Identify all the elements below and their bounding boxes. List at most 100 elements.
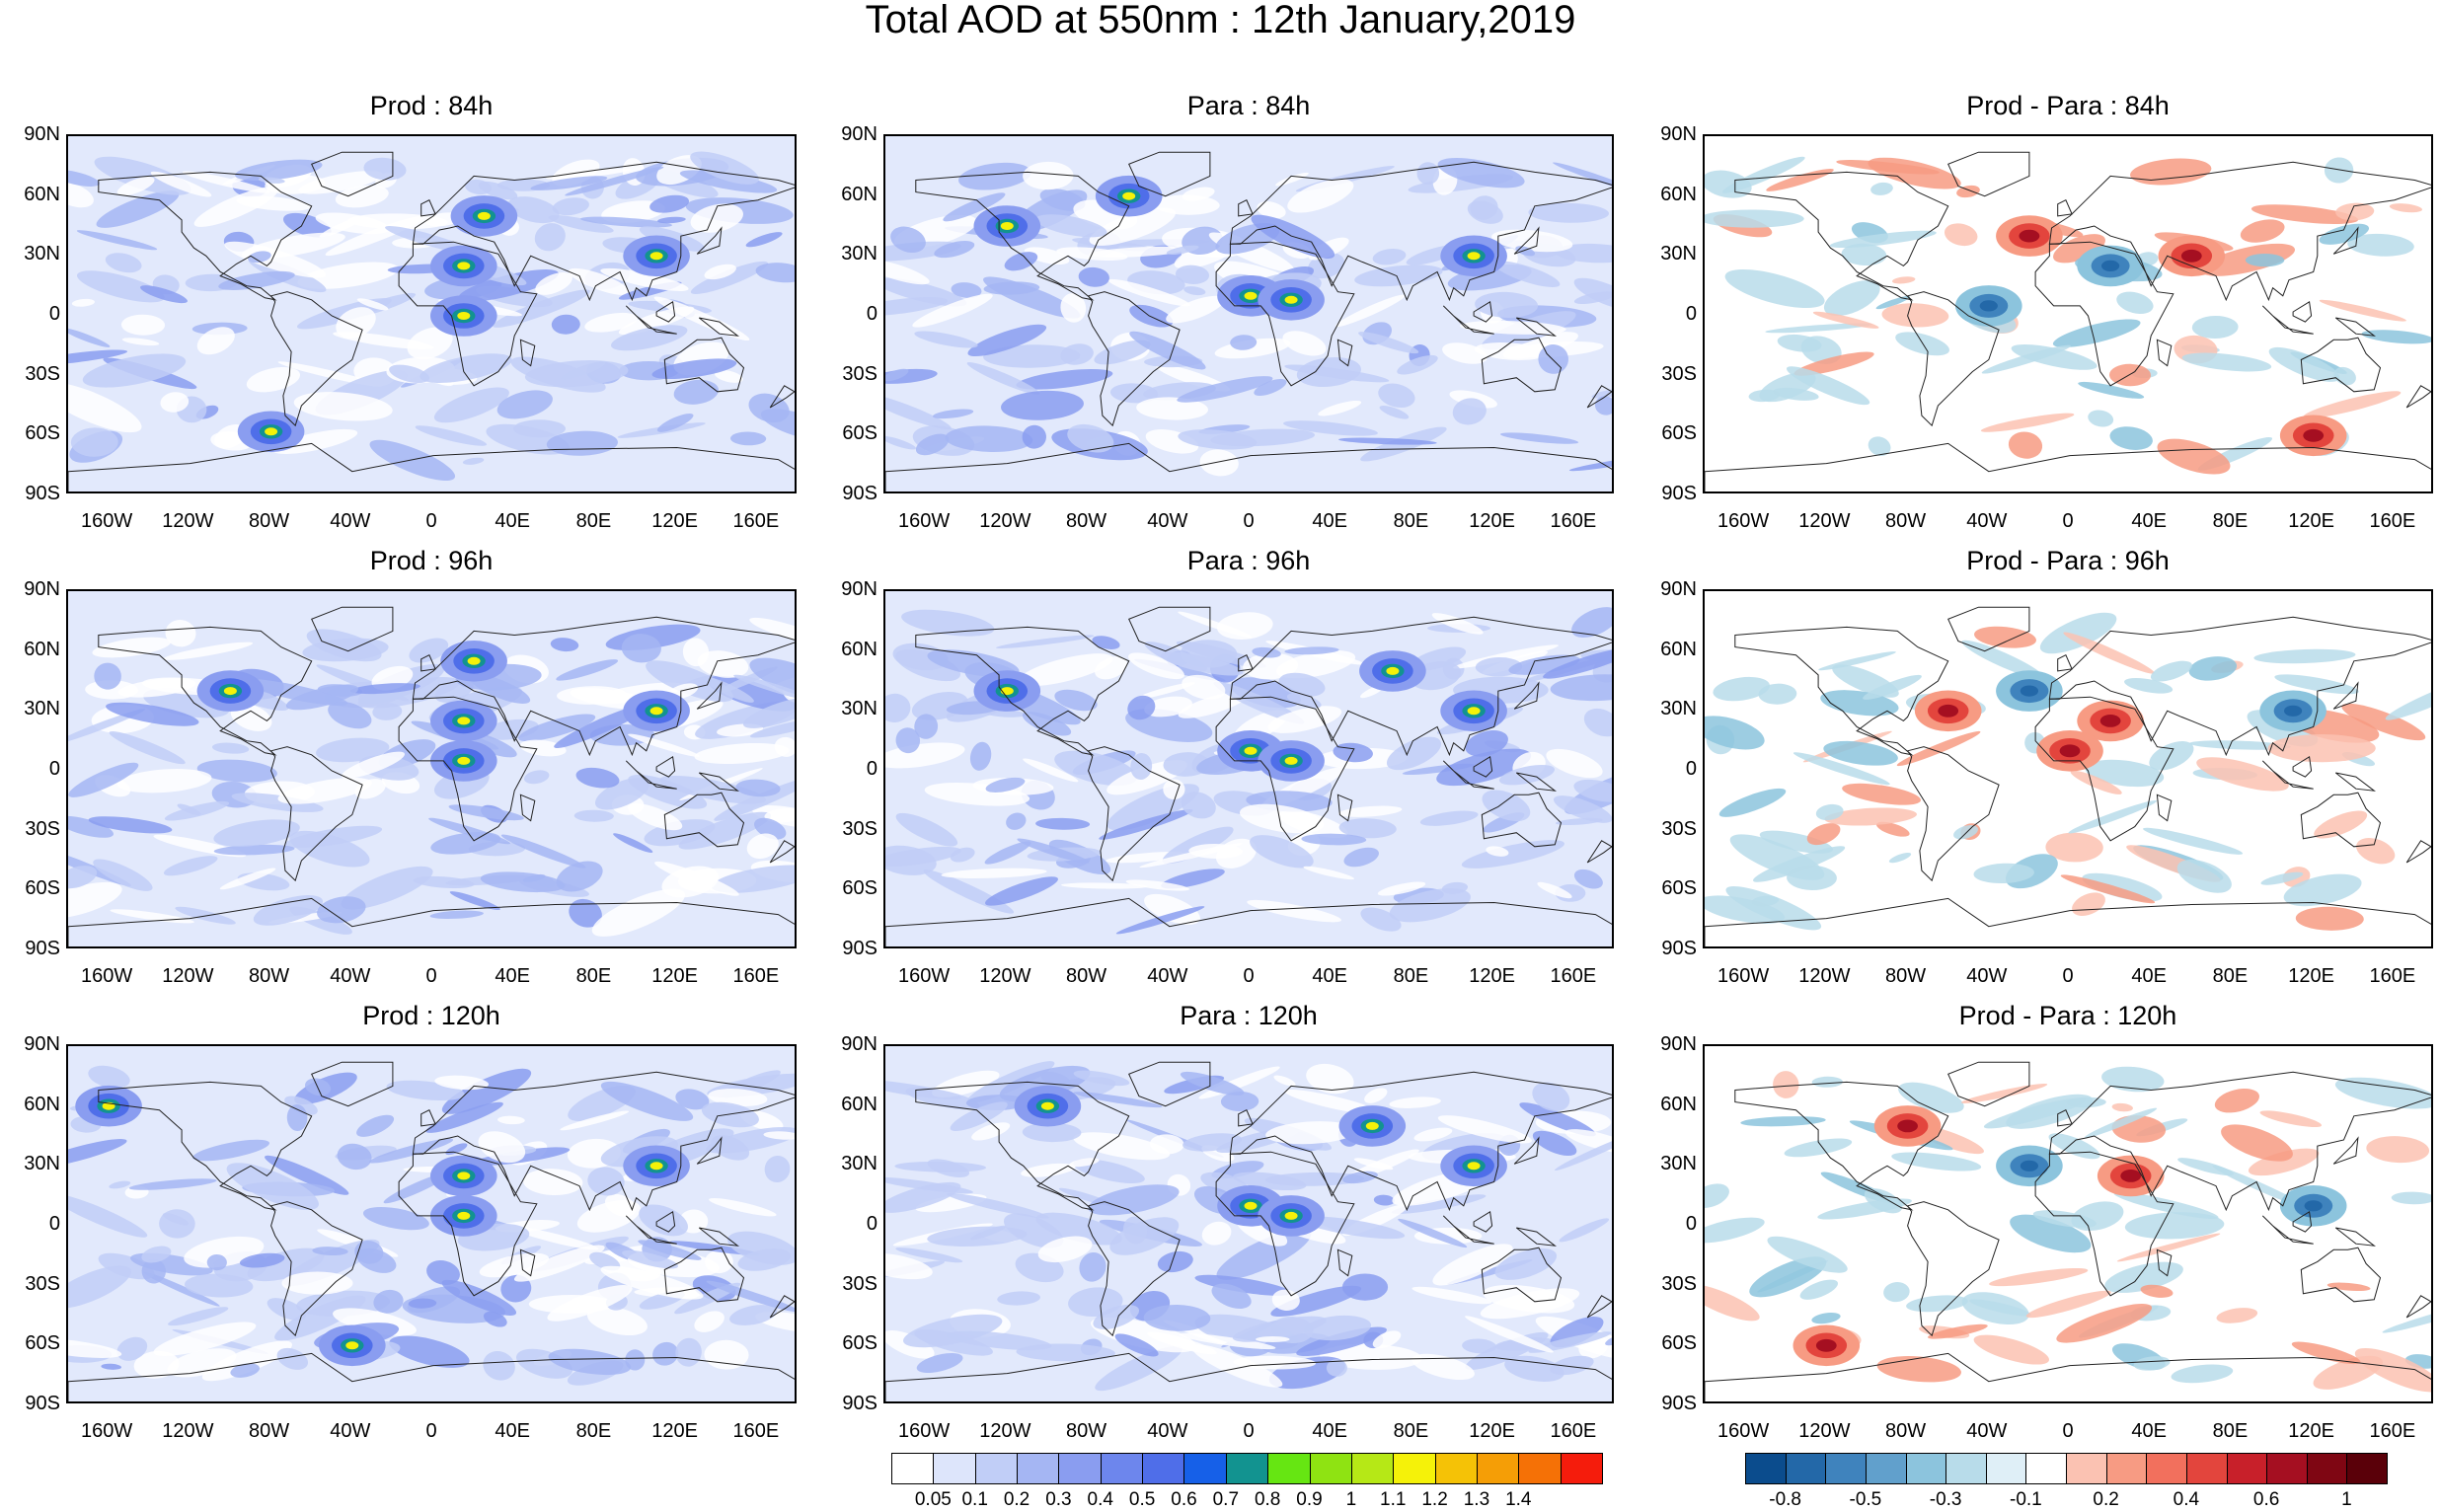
field-blob: [1183, 286, 1206, 296]
coastline: [1515, 317, 1558, 337]
longitude-label: 120E: [2288, 510, 2335, 532]
field-blob: [646, 660, 733, 703]
coastline: [2048, 616, 2431, 757]
field-blob: [1233, 1355, 1316, 1370]
coastline: [2057, 199, 2073, 217]
field-blob: [389, 364, 430, 383]
colorbar-swatch: [933, 1453, 976, 1484]
coastline: [696, 226, 723, 255]
hotspot: [457, 312, 471, 320]
field-blob: [2214, 1088, 2259, 1113]
coastline: [1481, 337, 1563, 393]
panel-title: Prod : 120h: [362, 1001, 500, 1030]
field-blob: [1191, 1344, 1283, 1388]
field-blob: [341, 751, 406, 779]
field-blob: [1413, 1127, 1453, 1142]
field-blob: [556, 659, 619, 681]
longitude-label: 160W: [1716, 965, 1770, 987]
field-blob: [1705, 1284, 1760, 1322]
field-blob: [943, 192, 1006, 222]
latitude-label: 60N: [1660, 638, 1697, 660]
coastline: [696, 681, 723, 710]
field-blob: [1283, 420, 1378, 436]
aod-map: [66, 1044, 797, 1403]
field-blob: [1250, 835, 1314, 869]
coastline: [519, 1248, 536, 1277]
field-blob: [507, 196, 560, 224]
field-blob: [483, 1351, 515, 1381]
colorbar-label: -0.8: [1769, 1489, 1801, 1510]
field-blob: [1973, 863, 2034, 884]
field-blob: [219, 868, 276, 890]
field-blob: [449, 891, 500, 911]
field-blob: [1573, 869, 1603, 889]
field-blob: [600, 1081, 694, 1121]
field-blob: [1452, 398, 1487, 425]
field-blob: [1211, 1283, 1252, 1309]
field-blob: [2010, 1214, 2092, 1253]
field-blob: [1073, 1070, 1130, 1087]
latitude-label: 60N: [1660, 183, 1697, 205]
coastline: [1087, 291, 1181, 427]
field-blob: [1564, 1129, 1612, 1154]
longitude-label: 0: [2062, 1420, 2074, 1442]
field-blob: [226, 1163, 319, 1210]
latitude-label: 30S: [25, 1272, 60, 1295]
field-blob: [2291, 1341, 2361, 1365]
field-blob: [1284, 646, 1339, 655]
field-blob: [1079, 1251, 1106, 1282]
field-blob: [1983, 1097, 2087, 1129]
field-blob: [2150, 660, 2192, 682]
colorbar-label: 1: [1345, 1489, 1357, 1510]
field-blob: [1532, 1130, 1577, 1157]
field-blob: [2181, 352, 2272, 372]
longitude-label: 80E: [575, 510, 612, 532]
field-blob: [885, 693, 911, 723]
coastline: [663, 337, 745, 393]
field-blob: [285, 684, 358, 711]
field-blob: [1784, 1138, 1853, 1158]
coastline: [311, 1061, 394, 1107]
coastline: [68, 1352, 795, 1401]
latitude-label: 30N: [841, 1153, 877, 1175]
field-blob: [1875, 821, 1910, 837]
field-blob: [1175, 265, 1210, 284]
field-blob: [1162, 826, 1234, 865]
latitude-label: 60N: [841, 1093, 877, 1115]
colorbar-label: 0.5: [1128, 1489, 1156, 1510]
field-blob: [946, 1192, 1049, 1219]
coastline: [1238, 199, 1254, 217]
latitude-label: 90S: [25, 1393, 60, 1414]
field-blob: [2303, 391, 2402, 418]
coastline: [98, 171, 313, 301]
field-blob: [1875, 296, 1911, 310]
longitude-label: 40W: [1147, 1420, 1188, 1442]
field-blob: [2011, 344, 2098, 370]
field-blob: [885, 259, 930, 285]
field-blob: [1398, 1218, 1468, 1248]
field-blob: [1256, 1336, 1290, 1342]
field-blob: [1532, 1082, 1570, 1111]
field-blob: [2082, 872, 2163, 902]
longitude-label: 0: [1243, 1420, 1255, 1442]
field-blob: [2295, 906, 2364, 931]
field-blob: [1284, 1089, 1380, 1115]
field-blob: [248, 251, 271, 264]
coastline: [885, 897, 1612, 946]
field-blob: [230, 704, 272, 731]
latitude-label: 60N: [1660, 1093, 1697, 1115]
coastline: [1705, 897, 2431, 946]
colorbar-label: 0.05: [914, 1489, 952, 1510]
field-blob: [733, 674, 795, 701]
field-blob: [479, 1252, 550, 1278]
panel-title: Para : 120h: [1180, 1001, 1318, 1030]
latitude-label: 90N: [841, 123, 877, 145]
field-blob: [711, 865, 795, 893]
field-blob: [1543, 646, 1612, 679]
field-blob: [569, 267, 630, 295]
field-blob: [1818, 651, 1896, 671]
longitude-label: 120W: [162, 510, 214, 532]
field-blob: [1898, 1082, 1964, 1113]
field-blob: [1981, 344, 2071, 374]
field-blob: [1252, 646, 1281, 658]
